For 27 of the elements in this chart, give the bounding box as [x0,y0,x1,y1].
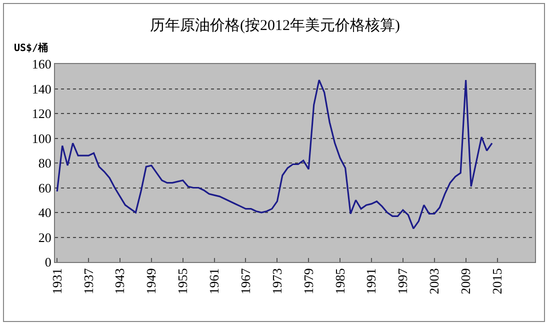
x-tick-label: 1949 [144,268,159,294]
x-tick-label: 1967 [238,268,253,294]
y-tick-label: 100 [32,130,52,146]
y-tick-label: 60 [38,180,52,196]
x-tick-label: 1961 [206,268,222,294]
y-tick-label: 20 [38,230,52,245]
y-axis-title: US$/桶 [14,42,48,54]
x-tick-label: 2015 [489,268,504,294]
x-tick-label: 1943 [112,268,128,294]
y-tick-label: 40 [38,205,52,220]
y-tick-label: 160 [32,56,52,72]
x-tick-label: 2003 [426,268,442,294]
x-tick-label: 1997 [395,268,410,294]
line-series [56,79,493,230]
y-tick-label: 0 [44,254,52,270]
x-tick-label: 1985 [332,268,348,294]
y-tick-label: 140 [32,81,52,96]
x-tick-label: 2009 [458,268,474,294]
x-tick-label: 1955 [175,268,190,294]
y-tick-label: 80 [38,156,52,171]
x-tick-label: 1991 [364,268,379,294]
x-tick-label: 1931 [49,268,64,294]
y-tick-label: 120 [32,106,52,122]
chart-title: 历年原油价格(按2012年美元价格核算) [150,17,400,34]
x-tick-label: 1937 [80,268,96,294]
x-tick-label: 1973 [269,268,284,294]
x-tick-label: 1979 [300,268,316,294]
